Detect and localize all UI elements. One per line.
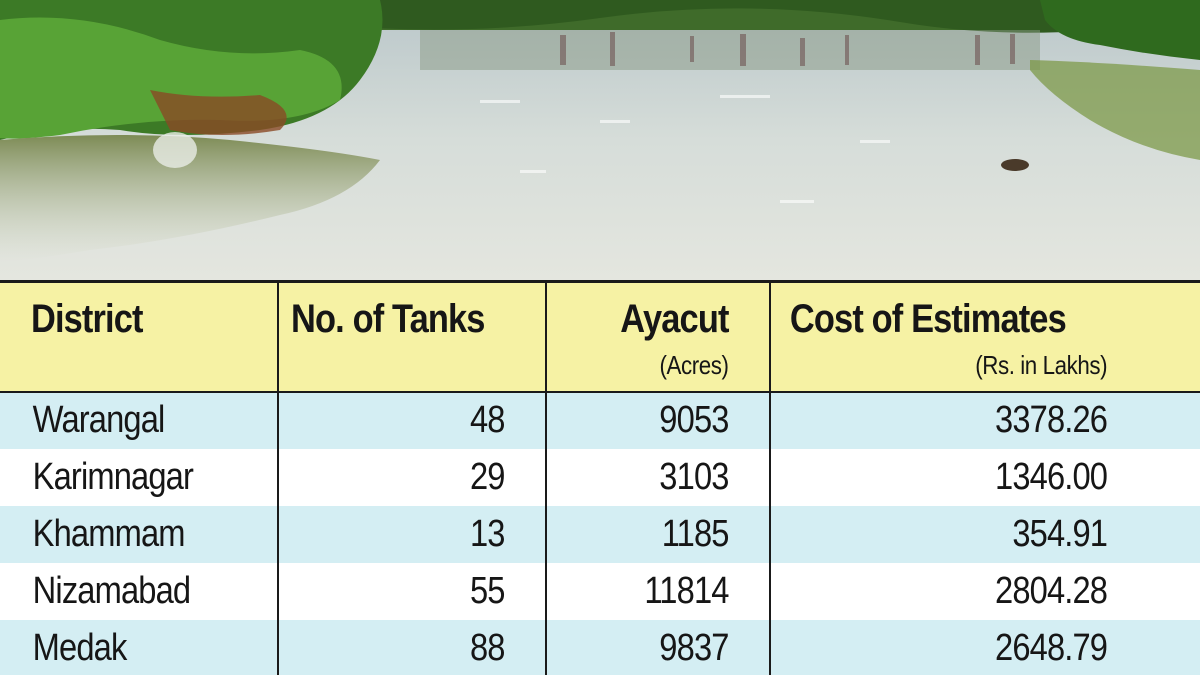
- cell-district: Nizamabad: [32, 569, 191, 612]
- cell-district: Warangal: [32, 399, 166, 441]
- cell-ayacut: 3103: [659, 455, 729, 498]
- cell-ayacut: 1185: [661, 512, 730, 555]
- cell-ayacut: 9053: [659, 399, 729, 441]
- cell-cost: 354.91: [1012, 512, 1108, 555]
- header-ayacut-unit: (Acres): [659, 350, 729, 380]
- header-tanks: No. of Tanks: [278, 281, 547, 392]
- table-row: Karimnagar 29 3103 1346.00: [0, 448, 1200, 506]
- cell-tanks: 29: [469, 455, 506, 498]
- cell-cost: 1346.00: [994, 455, 1108, 498]
- table-row: Khammam 13 1185 354.91: [0, 505, 1200, 563]
- header-ayacut-label: Ayacut: [620, 297, 729, 341]
- tanks-table: District No. of Tanks Ayacut (Acres) Cos…: [0, 280, 1200, 675]
- cell-tanks: 88: [469, 626, 506, 669]
- cell-district: Khammam: [32, 512, 186, 555]
- cell-tanks: 48: [469, 399, 506, 441]
- header-cost: Cost of Estimates (Rs. in Lakhs): [770, 282, 1200, 392]
- cell-district: Karimnagar: [32, 455, 194, 498]
- cell-ayacut: 9837: [659, 626, 729, 669]
- header-ayacut: Ayacut (Acres): [546, 281, 771, 392]
- cell-cost: 3378.26: [994, 399, 1108, 441]
- cell-tanks: 13: [469, 512, 506, 555]
- district-tanks-table: District No. of Tanks Ayacut (Acres) Cos…: [0, 280, 1200, 675]
- lake-photo-illustration: [0, 0, 1200, 280]
- table-row: Nizamabad 55 11814 2804.28: [0, 562, 1200, 620]
- cell-tanks: 55: [469, 569, 506, 612]
- lake-photo: [0, 0, 1200, 280]
- cell-district: Medak: [32, 626, 128, 669]
- header-district-label: District: [30, 297, 143, 341]
- table-row: Medak 88 9837 2648.79: [0, 619, 1200, 675]
- table-row: Warangal 48 9053 3378.26: [0, 391, 1200, 449]
- cell-cost: 2804.28: [994, 569, 1108, 612]
- cell-cost: 2648.79: [994, 626, 1108, 669]
- header-cost-unit: (Rs. in Lakhs): [975, 350, 1108, 380]
- header-cost-label: Cost of Estimates: [789, 297, 1067, 341]
- table-header-row: District No. of Tanks Ayacut (Acres) Cos…: [0, 281, 1200, 392]
- header-tanks-label: No. of Tanks: [291, 297, 485, 341]
- header-district: District: [0, 281, 279, 392]
- cell-ayacut: 11814: [644, 569, 729, 612]
